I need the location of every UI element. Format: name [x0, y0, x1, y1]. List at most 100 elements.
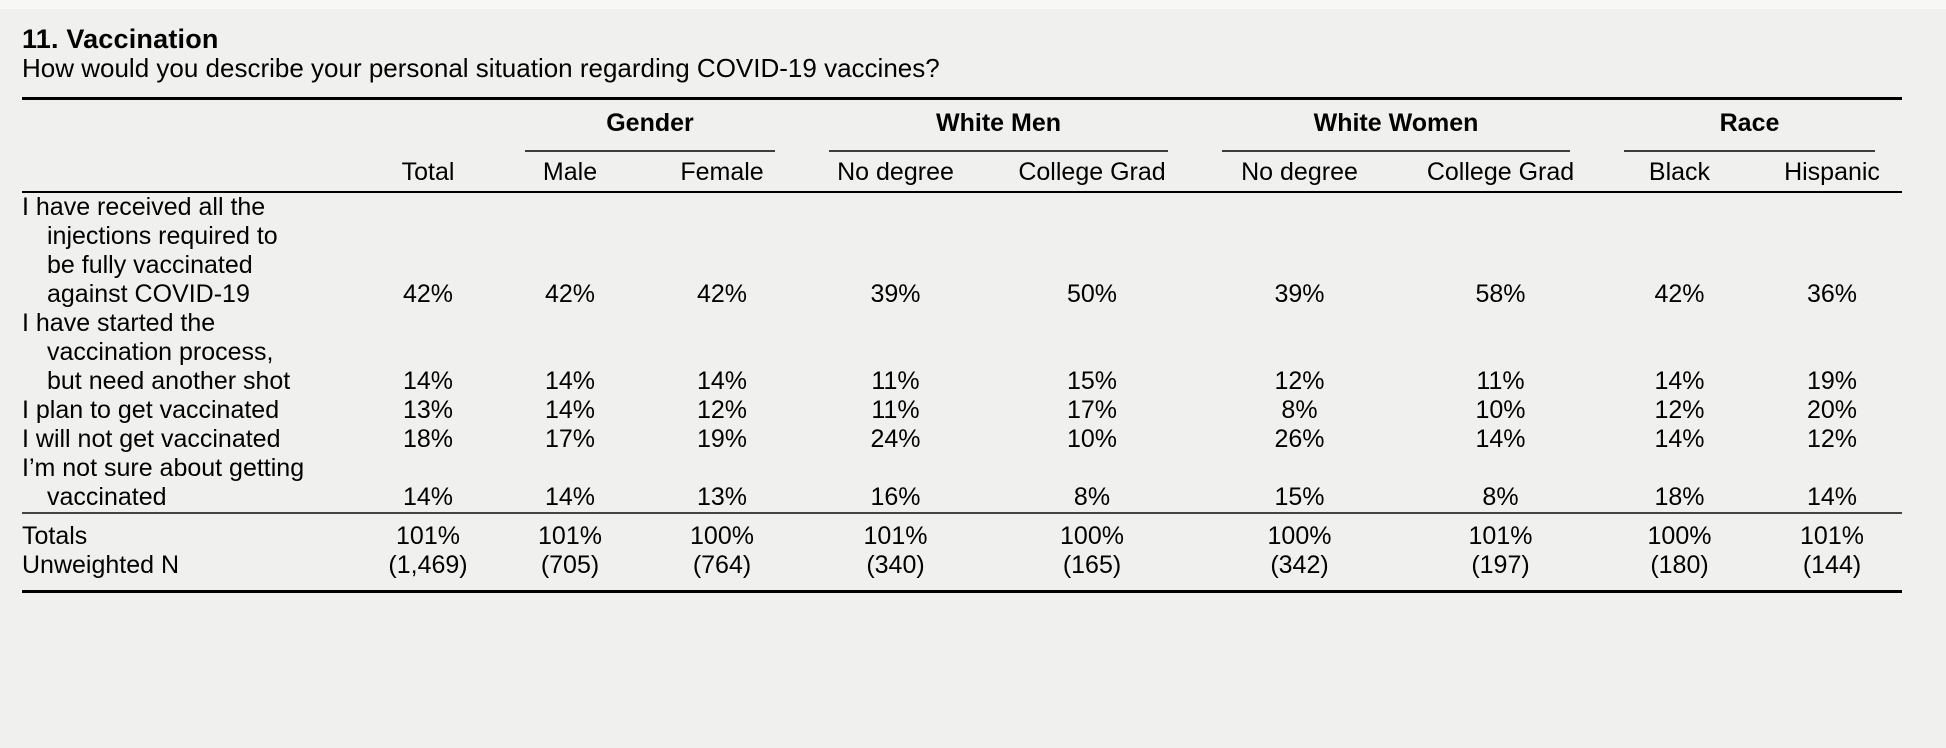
totals-cell: 101%: [863, 522, 928, 550]
unweighted-n-cell: (1,469): [388, 551, 468, 579]
value-cell: 14%: [402, 367, 454, 395]
totals-cell: 100%: [1647, 522, 1712, 550]
value-cell: 50%: [1066, 280, 1118, 308]
group-header-empty: [22, 99, 498, 153]
value-cell: 42%: [402, 280, 454, 308]
totals-cell: 101%: [538, 522, 602, 550]
unweighted-n-cell: (180): [1650, 551, 1709, 579]
unweighted-n-label: Unweighted N: [22, 551, 180, 579]
row-label: I have started the vaccination process, …: [22, 309, 291, 395]
page-title: 11. Vaccination: [22, 24, 219, 54]
value-cell: 11%: [1476, 367, 1525, 395]
value-cell: 15%: [1274, 483, 1325, 511]
value-cell: 14%: [1806, 483, 1858, 511]
value-cell: 10%: [1066, 425, 1118, 453]
group-header-gender: Gender: [498, 99, 802, 152]
table-row-fully-vaccinated: I have received all the injections requi…: [22, 192, 1902, 309]
value-cell: 13%: [696, 483, 748, 511]
unweighted-n-cell: (342): [1270, 551, 1329, 579]
value-cell: 12%: [1654, 396, 1705, 424]
value-cell: 16%: [870, 483, 921, 511]
unweighted-n-cell: (197): [1471, 551, 1530, 579]
table-header: Gender White Men White Women Race Total …: [22, 99, 1903, 192]
totals-cell: 101%: [1800, 522, 1864, 550]
value-cell: 15%: [1066, 367, 1118, 395]
unweighted-n-cell: (705): [540, 551, 600, 579]
totals-row: Totals 101% 101% 100% 101% 100% 100% 101…: [22, 513, 1902, 551]
value-cell: 24%: [870, 425, 921, 453]
column-header-row: Total Male Female No degree College Grad…: [22, 152, 1902, 192]
col-header-total: Total: [401, 158, 455, 186]
row-label: I plan to get vaccinated: [22, 396, 280, 424]
unweighted-n-cell: (165): [1062, 551, 1122, 579]
value-cell: 14%: [1654, 425, 1705, 453]
totals-label: Totals: [22, 522, 88, 550]
totals-cell: 101%: [1468, 522, 1533, 550]
value-cell: 10%: [1475, 396, 1526, 424]
value-cell: 39%: [1274, 280, 1325, 308]
table-row-will-not-get: I will not get vaccinated 18% 17% 19% 24…: [22, 425, 1902, 454]
unweighted-n-cell: (144): [1802, 551, 1862, 579]
value-cell: 14%: [1654, 367, 1705, 395]
results-table: Gender White Men White Women Race Total …: [22, 97, 1903, 593]
value-cell: 36%: [1806, 280, 1858, 308]
group-header-white-women: White Women: [1195, 99, 1597, 152]
value-cell: 11%: [871, 396, 920, 424]
value-cell: 11%: [871, 367, 920, 395]
col-header-female: Female: [680, 158, 764, 186]
group-header-race: Race: [1597, 99, 1902, 152]
report-page: 11. Vaccination How would you describe y…: [22, 0, 1903, 593]
table-row-plan-to-get: I plan to get vaccinated 13% 14% 12% 11%…: [22, 396, 1902, 425]
value-cell: 17%: [1066, 396, 1118, 424]
table-row-started-process: I have started the vaccination process, …: [22, 309, 1902, 396]
value-cell: 12%: [1274, 367, 1325, 395]
col-header-black: Black: [1648, 158, 1711, 186]
totals-cell: 100%: [1060, 522, 1124, 550]
value-cell: 39%: [870, 280, 921, 308]
value-cell: 14%: [402, 483, 454, 511]
value-cell: 12%: [696, 396, 748, 424]
value-cell: 17%: [544, 425, 596, 453]
unweighted-n-cell: (340): [866, 551, 925, 579]
unweighted-n-row: Unweighted N (1,469) (705) (764) (340) (…: [22, 551, 1902, 592]
value-cell: 58%: [1475, 280, 1526, 308]
value-cell: 8%: [1482, 483, 1519, 511]
col-header-wm-no-degree: No degree: [837, 158, 954, 186]
value-cell: 8%: [1281, 396, 1318, 424]
row-label: I will not get vaccinated: [22, 425, 281, 453]
value-cell: 18%: [402, 425, 454, 453]
value-cell: 42%: [544, 280, 596, 308]
value-cell: 13%: [402, 396, 454, 424]
totals-cell: 100%: [690, 522, 754, 550]
value-cell: 8%: [1073, 483, 1111, 511]
col-header-male: Male: [542, 158, 598, 186]
value-cell: 14%: [1475, 425, 1526, 453]
page-top-edge: [0, 0, 1946, 9]
group-header-row: Gender White Men White Women Race: [22, 99, 1902, 153]
table-body: I have received all the injections requi…: [22, 192, 1903, 513]
totals-cell: 100%: [1267, 522, 1332, 550]
value-cell: 14%: [544, 483, 596, 511]
value-cell: 19%: [696, 425, 748, 453]
unweighted-n-cell: (764): [692, 551, 752, 579]
value-cell: 12%: [1806, 425, 1858, 453]
value-cell: 26%: [1274, 425, 1325, 453]
value-cell: 42%: [1654, 280, 1705, 308]
value-cell: 18%: [1654, 483, 1705, 511]
col-header-wm-college-grad: College Grad: [1018, 158, 1166, 186]
value-cell: 19%: [1806, 367, 1858, 395]
col-header-ww-college-grad: College Grad: [1426, 158, 1575, 186]
col-header-hispanic: Hispanic: [1784, 158, 1880, 186]
table-footer: Totals 101% 101% 100% 101% 100% 100% 101…: [22, 513, 1903, 592]
value-cell: 42%: [696, 280, 748, 308]
survey-question: How would you describe your personal sit…: [22, 53, 940, 83]
value-cell: 14%: [544, 396, 596, 424]
value-cell: 20%: [1806, 396, 1858, 424]
value-cell: 14%: [696, 367, 748, 395]
col-header-ww-no-degree: No degree: [1241, 158, 1358, 186]
group-header-white-men: White Men: [802, 99, 1195, 152]
col-header-label: [22, 152, 358, 192]
row-label: I’m not sure about getting vaccinated: [22, 454, 305, 511]
totals-cell: 101%: [396, 522, 460, 550]
table-row-not-sure: I’m not sure about getting vaccinated 14…: [22, 454, 1902, 513]
